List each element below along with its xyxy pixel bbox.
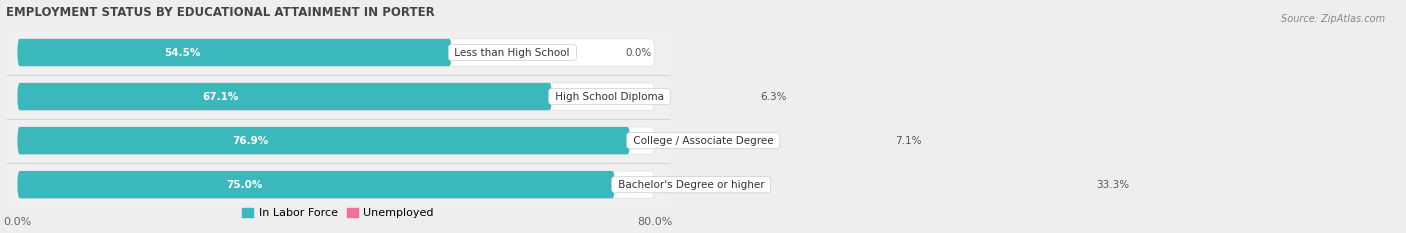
FancyBboxPatch shape <box>17 39 451 66</box>
Legend: In Labor Force, Unemployed: In Labor Force, Unemployed <box>238 204 439 223</box>
FancyBboxPatch shape <box>1 31 671 74</box>
FancyBboxPatch shape <box>17 127 655 154</box>
Text: 76.9%: 76.9% <box>232 136 269 146</box>
Text: Source: ZipAtlas.com: Source: ZipAtlas.com <box>1281 14 1385 24</box>
Text: 0.0%: 0.0% <box>626 48 652 58</box>
FancyBboxPatch shape <box>704 83 754 110</box>
FancyBboxPatch shape <box>824 171 1090 198</box>
Text: 67.1%: 67.1% <box>202 92 239 102</box>
Text: College / Associate Degree: College / Associate Degree <box>630 136 776 146</box>
FancyBboxPatch shape <box>1 75 671 118</box>
Text: 75.0%: 75.0% <box>226 180 263 190</box>
FancyBboxPatch shape <box>17 83 551 110</box>
FancyBboxPatch shape <box>17 171 614 198</box>
FancyBboxPatch shape <box>17 127 630 154</box>
Text: High School Diploma: High School Diploma <box>551 92 666 102</box>
FancyBboxPatch shape <box>17 83 655 110</box>
Text: EMPLOYMENT STATUS BY EDUCATIONAL ATTAINMENT IN PORTER: EMPLOYMENT STATUS BY EDUCATIONAL ATTAINM… <box>6 6 434 19</box>
FancyBboxPatch shape <box>17 39 655 66</box>
Text: 6.3%: 6.3% <box>761 92 787 102</box>
FancyBboxPatch shape <box>1 119 671 162</box>
FancyBboxPatch shape <box>17 171 655 198</box>
Text: 54.5%: 54.5% <box>165 48 201 58</box>
Text: Less than High School: Less than High School <box>451 48 574 58</box>
FancyBboxPatch shape <box>1 163 671 206</box>
Text: 7.1%: 7.1% <box>896 136 921 146</box>
FancyBboxPatch shape <box>832 127 889 154</box>
Text: 33.3%: 33.3% <box>1095 180 1129 190</box>
Text: Bachelor's Degree or higher: Bachelor's Degree or higher <box>614 180 768 190</box>
